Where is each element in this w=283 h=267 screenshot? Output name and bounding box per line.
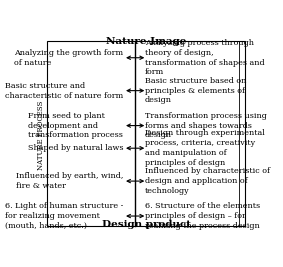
Text: From seed to plant
development and
transformation process: From seed to plant development and trans… [28, 112, 123, 139]
Text: Design through experimental
process, criteria, creativity
and manipulation of
pr: Design through experimental process, cri… [145, 129, 265, 167]
Text: Analyzing process through
theory of design,
transformation of shapes and
form: Analyzing process through theory of desi… [145, 39, 265, 76]
Text: Influenced by earth, wind,
fire & water: Influenced by earth, wind, fire & water [16, 172, 123, 190]
Text: 6. Structure of the elements
principles of design – for
realizing the process de: 6. Structure of the elements principles … [145, 202, 260, 230]
Text: Basic structure and
characteristic of nature form: Basic structure and characteristic of na… [5, 82, 123, 100]
Text: Basic structure based on
principles & elements of
design: Basic structure based on principles & el… [145, 77, 246, 104]
Text: 6. Light of human structure -
for realizing movement
(mouth, hands, etc.): 6. Light of human structure - for realiz… [5, 202, 123, 230]
Text: Shaped by natural laws: Shaped by natural laws [28, 144, 123, 152]
Text: Design product: Design product [102, 220, 191, 229]
Text: Analyzing the growth form
of nature: Analyzing the growth form of nature [14, 49, 123, 67]
Text: Nature Image: Nature Image [106, 37, 186, 46]
Text: Influenced by characteristic of
design and application of
technology: Influenced by characteristic of design a… [145, 167, 270, 195]
Text: NATURE PROCESS: NATURE PROCESS [37, 100, 45, 170]
Text: Transformation process using
forms and shapes towards
design: Transformation process using forms and s… [145, 112, 267, 139]
